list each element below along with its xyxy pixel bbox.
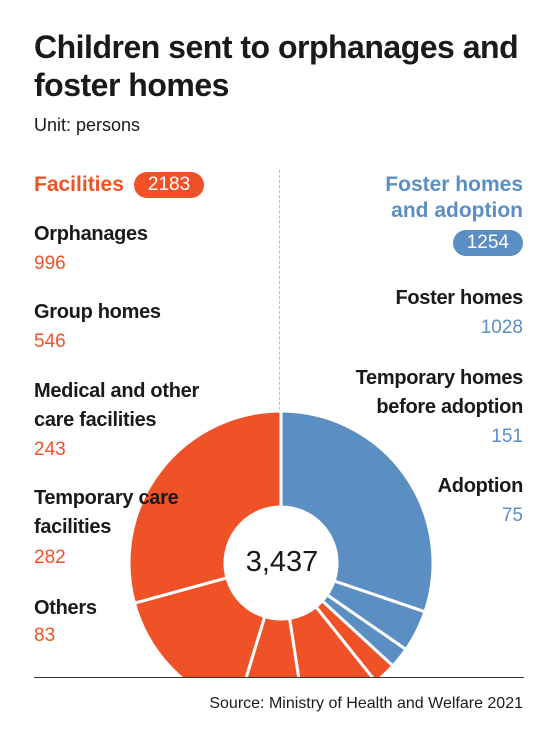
label-orphanages: Orphanages bbox=[34, 223, 148, 245]
facilities-header: Facilities 2183 bbox=[34, 172, 205, 198]
label-others: Others bbox=[34, 597, 97, 619]
foster-header: Foster homes and adoption 1254 bbox=[385, 172, 523, 256]
foster-label-line2: and adoption bbox=[391, 199, 523, 222]
slice-foster-homes bbox=[279, 409, 435, 614]
label-temp-homes-line2: before adoption bbox=[376, 396, 523, 418]
facilities-label: Facilities bbox=[34, 173, 124, 196]
label-temp-homes-line1: Temporary homes bbox=[355, 367, 524, 389]
foster-total-badge: 1254 bbox=[452, 230, 523, 256]
source-note: Source: Ministry of Health and Welfare 2… bbox=[209, 695, 523, 712]
value-others: 83 bbox=[34, 625, 56, 646]
foster-label-line1: Foster homes bbox=[385, 173, 523, 196]
value-group-homes: 546 bbox=[34, 331, 66, 352]
donut-total-label: 3,437 bbox=[245, 546, 319, 578]
label-adoption: Adoption bbox=[437, 475, 524, 497]
label-foster-homes: Foster homes bbox=[395, 287, 523, 309]
value-temp-homes: 151 bbox=[491, 426, 523, 447]
label-medical-line1: Medical and other bbox=[34, 380, 199, 402]
value-orphanages: 996 bbox=[34, 253, 66, 274]
facilities-total-badge: 2183 bbox=[133, 172, 205, 198]
value-temporary-care: 282 bbox=[34, 547, 66, 568]
chart-title: Children sent to orphanages and foster h… bbox=[34, 29, 519, 103]
value-adoption: 75 bbox=[501, 505, 523, 526]
label-medical-line2: care facilities bbox=[34, 409, 157, 431]
value-foster-homes: 1028 bbox=[480, 317, 523, 338]
chart-unit: Unit: persons bbox=[34, 115, 141, 135]
group-divider bbox=[279, 170, 280, 420]
value-medical: 243 bbox=[34, 439, 66, 460]
label-temporary-care-line2: facilities bbox=[34, 516, 112, 538]
label-group-homes: Group homes bbox=[34, 301, 161, 323]
slice-orphanages bbox=[127, 409, 283, 606]
label-temporary-care-line1: Temporary care bbox=[34, 487, 179, 509]
donut-crop-mask bbox=[0, 677, 559, 735]
baseline-rule bbox=[34, 677, 524, 678]
